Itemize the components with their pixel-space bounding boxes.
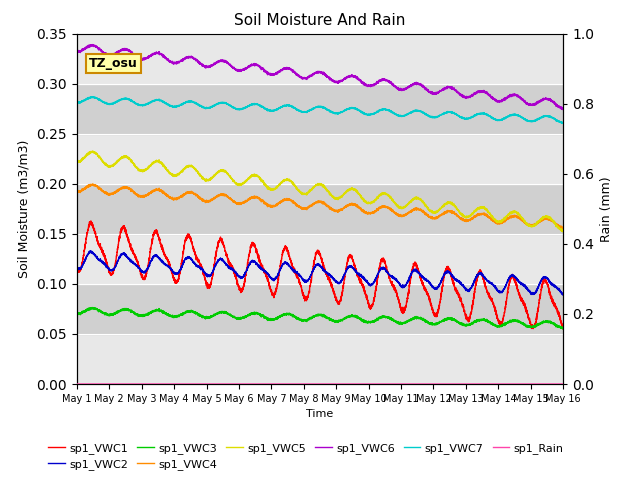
Bar (77, 184, 563, 234)
sp1_VWC6 (456, 93, 464, 98)
Bar (77, 284, 563, 334)
sp1_VWC3 (88, 305, 96, 311)
Line: sp1_VWC1: sp1_VWC1 (77, 221, 563, 329)
sp1_VWC4 (559, 225, 566, 230)
sp1_VWC7 (559, 120, 566, 125)
sp1_VWC7 (429, 115, 436, 120)
sp1_Rain (301, 381, 309, 387)
sp1_VWC5 (402, 203, 410, 209)
Y-axis label: Rain (mm): Rain (mm) (600, 176, 612, 241)
sp1_VWC1 (161, 251, 168, 257)
sp1_VWC4 (559, 225, 567, 231)
sp1_VWC7 (559, 120, 567, 126)
sp1_VWC4 (559, 226, 567, 232)
sp1_VWC5 (88, 148, 96, 154)
Bar (77, 134, 563, 184)
sp1_VWC7 (559, 120, 567, 126)
Bar (77, 334, 563, 384)
sp1_VWC1 (301, 295, 309, 301)
sp1_VWC1 (73, 264, 81, 270)
sp1_VWC1 (559, 324, 566, 330)
sp1_VWC3 (559, 326, 567, 332)
sp1_VWC6 (402, 85, 410, 91)
sp1_VWC3 (559, 325, 567, 331)
Title: Soil Moisture And Rain: Soil Moisture And Rain (234, 13, 406, 28)
sp1_Rain (559, 381, 567, 387)
sp1_VWC6 (559, 107, 567, 113)
Line: sp1_VWC7: sp1_VWC7 (77, 97, 563, 123)
sp1_VWC1 (429, 306, 436, 312)
sp1_VWC4 (402, 212, 410, 217)
sp1_VWC7 (456, 115, 464, 120)
Line: sp1_VWC3: sp1_VWC3 (77, 308, 563, 329)
sp1_VWC5 (429, 209, 436, 215)
sp1_VWC3 (402, 319, 410, 325)
sp1_VWC5 (73, 159, 81, 165)
sp1_VWC7 (301, 109, 309, 115)
Line: sp1_VWC5: sp1_VWC5 (77, 151, 563, 232)
Line: sp1_VWC4: sp1_VWC4 (77, 184, 563, 229)
Bar (77, 34, 563, 84)
sp1_VWC7 (88, 94, 96, 100)
sp1_VWC5 (456, 211, 464, 217)
sp1_VWC7 (73, 100, 81, 106)
sp1_VWC5 (161, 163, 168, 169)
sp1_VWC5 (559, 228, 566, 233)
sp1_VWC6 (301, 75, 309, 81)
sp1_VWC3 (456, 322, 464, 327)
sp1_VWC2 (559, 291, 566, 297)
sp1_VWC6 (73, 49, 81, 55)
sp1_VWC2 (402, 283, 410, 288)
sp1_VWC1 (456, 295, 464, 301)
sp1_VWC6 (88, 42, 96, 48)
sp1_VWC2 (456, 280, 464, 286)
X-axis label: Time: Time (307, 409, 333, 419)
sp1_VWC4 (73, 190, 81, 195)
sp1_Rain (161, 381, 168, 387)
sp1_Rain (429, 381, 436, 387)
sp1_VWC3 (161, 310, 168, 315)
sp1_VWC6 (559, 106, 567, 112)
sp1_Rain (73, 381, 81, 387)
sp1_VWC4 (88, 181, 96, 187)
Bar (77, 234, 563, 284)
sp1_Rain (456, 381, 464, 387)
sp1_VWC7 (402, 112, 410, 118)
sp1_VWC4 (301, 205, 309, 211)
sp1_VWC2 (559, 292, 567, 298)
sp1_VWC2 (87, 248, 95, 253)
sp1_VWC3 (429, 322, 436, 327)
sp1_VWC5 (559, 228, 567, 234)
sp1_Rain (559, 381, 566, 387)
sp1_VWC3 (559, 324, 566, 330)
sp1_VWC2 (301, 278, 309, 284)
Line: sp1_VWC6: sp1_VWC6 (77, 45, 563, 110)
sp1_VWC2 (559, 292, 566, 298)
sp1_VWC6 (161, 54, 168, 60)
Line: sp1_VWC2: sp1_VWC2 (77, 251, 563, 295)
Y-axis label: Soil Moisture (m3/m3): Soil Moisture (m3/m3) (18, 140, 31, 278)
sp1_VWC2 (73, 264, 81, 270)
sp1_VWC4 (161, 190, 168, 196)
sp1_VWC5 (559, 229, 567, 235)
Legend: sp1_VWC1, sp1_VWC2, sp1_VWC3, sp1_VWC4, sp1_VWC5, sp1_VWC6, sp1_VWC7, sp1_Rain: sp1_VWC1, sp1_VWC2, sp1_VWC3, sp1_VWC4, … (44, 438, 568, 474)
sp1_VWC2 (429, 283, 436, 289)
sp1_VWC5 (301, 191, 309, 197)
sp1_VWC3 (301, 317, 309, 323)
sp1_VWC2 (161, 261, 168, 267)
sp1_VWC3 (73, 312, 81, 317)
Bar (77, 84, 563, 134)
sp1_VWC1 (559, 326, 567, 332)
sp1_VWC4 (456, 216, 464, 222)
sp1_Rain (402, 381, 410, 387)
sp1_VWC4 (429, 216, 436, 221)
sp1_VWC1 (87, 218, 95, 224)
sp1_VWC7 (161, 99, 168, 105)
sp1_VWC6 (559, 106, 566, 111)
sp1_VWC1 (402, 305, 410, 311)
sp1_VWC6 (429, 91, 436, 96)
Text: TZ_osu: TZ_osu (89, 57, 138, 70)
